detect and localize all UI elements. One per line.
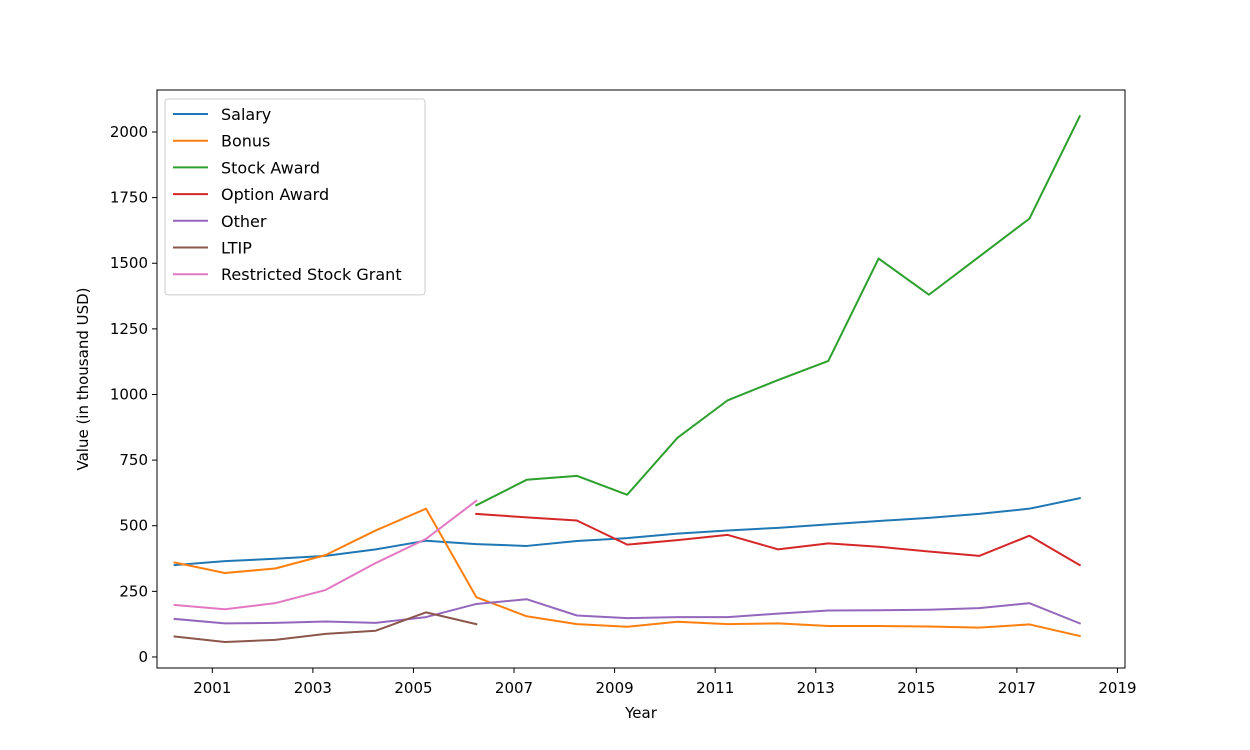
plot-lines — [173, 114, 1082, 644]
y-tick-label: 1250 — [110, 320, 148, 338]
x-axis: 2001 2003 2005 2007 2009 2011 2013 2015 2017 2019 — [193, 668, 1137, 697]
x-tick-label: 2015 — [897, 679, 935, 697]
y-axis-label: Value (in thousand USD) — [74, 287, 92, 470]
x-tick-label: 2007 — [495, 679, 533, 697]
x-tick-label: 2009 — [596, 679, 634, 697]
legend-entry: Other — [221, 212, 267, 231]
series-line-option-award — [475, 512, 1082, 567]
series-line-bonus — [173, 507, 1081, 638]
legend-entry: LTIP — [221, 239, 252, 258]
legend-entry: Bonus — [221, 132, 270, 151]
y-axis: 0 250 500 750 1000 1250 1500 1750 2000 — [110, 123, 157, 666]
y-tick-label: 1000 — [110, 385, 148, 403]
x-tick-label: 2019 — [1098, 679, 1136, 697]
x-tick-label: 2017 — [998, 679, 1036, 697]
x-tick-label: 2011 — [696, 679, 734, 697]
x-axis-label: Year — [624, 704, 658, 722]
series-line-ltip — [173, 611, 478, 644]
series-line-stock-award — [474, 114, 1082, 507]
y-tick-label: 250 — [119, 582, 148, 600]
legend-entry: Salary — [221, 105, 271, 124]
y-tick-label: 1750 — [110, 189, 148, 207]
y-tick-label: 2000 — [110, 123, 148, 141]
y-tick-label: 500 — [119, 517, 148, 535]
legend-box — [164, 98, 426, 296]
y-tick-label: 0 — [138, 648, 148, 666]
series-line-restricted-stock-grant — [173, 499, 478, 611]
x-tick-label: 2005 — [394, 679, 432, 697]
y-tick-label: 750 — [119, 451, 148, 469]
legend: Salary Bonus Stock Award Option Award Other L… — [164, 98, 426, 296]
plot-frame — [156, 89, 1126, 669]
y-tick-label: 1500 — [110, 254, 148, 272]
x-tick-label: 2001 — [193, 679, 231, 697]
series-line-salary — [173, 496, 1081, 567]
x-tick-label: 2003 — [294, 679, 332, 697]
x-tick-label: 2013 — [797, 679, 835, 697]
legend-entry: Restricted Stock Grant — [221, 265, 402, 284]
legend-entry: Option Award — [221, 185, 329, 204]
legend-entry: Stock Award — [221, 158, 320, 177]
series-line-other — [173, 598, 1082, 625]
